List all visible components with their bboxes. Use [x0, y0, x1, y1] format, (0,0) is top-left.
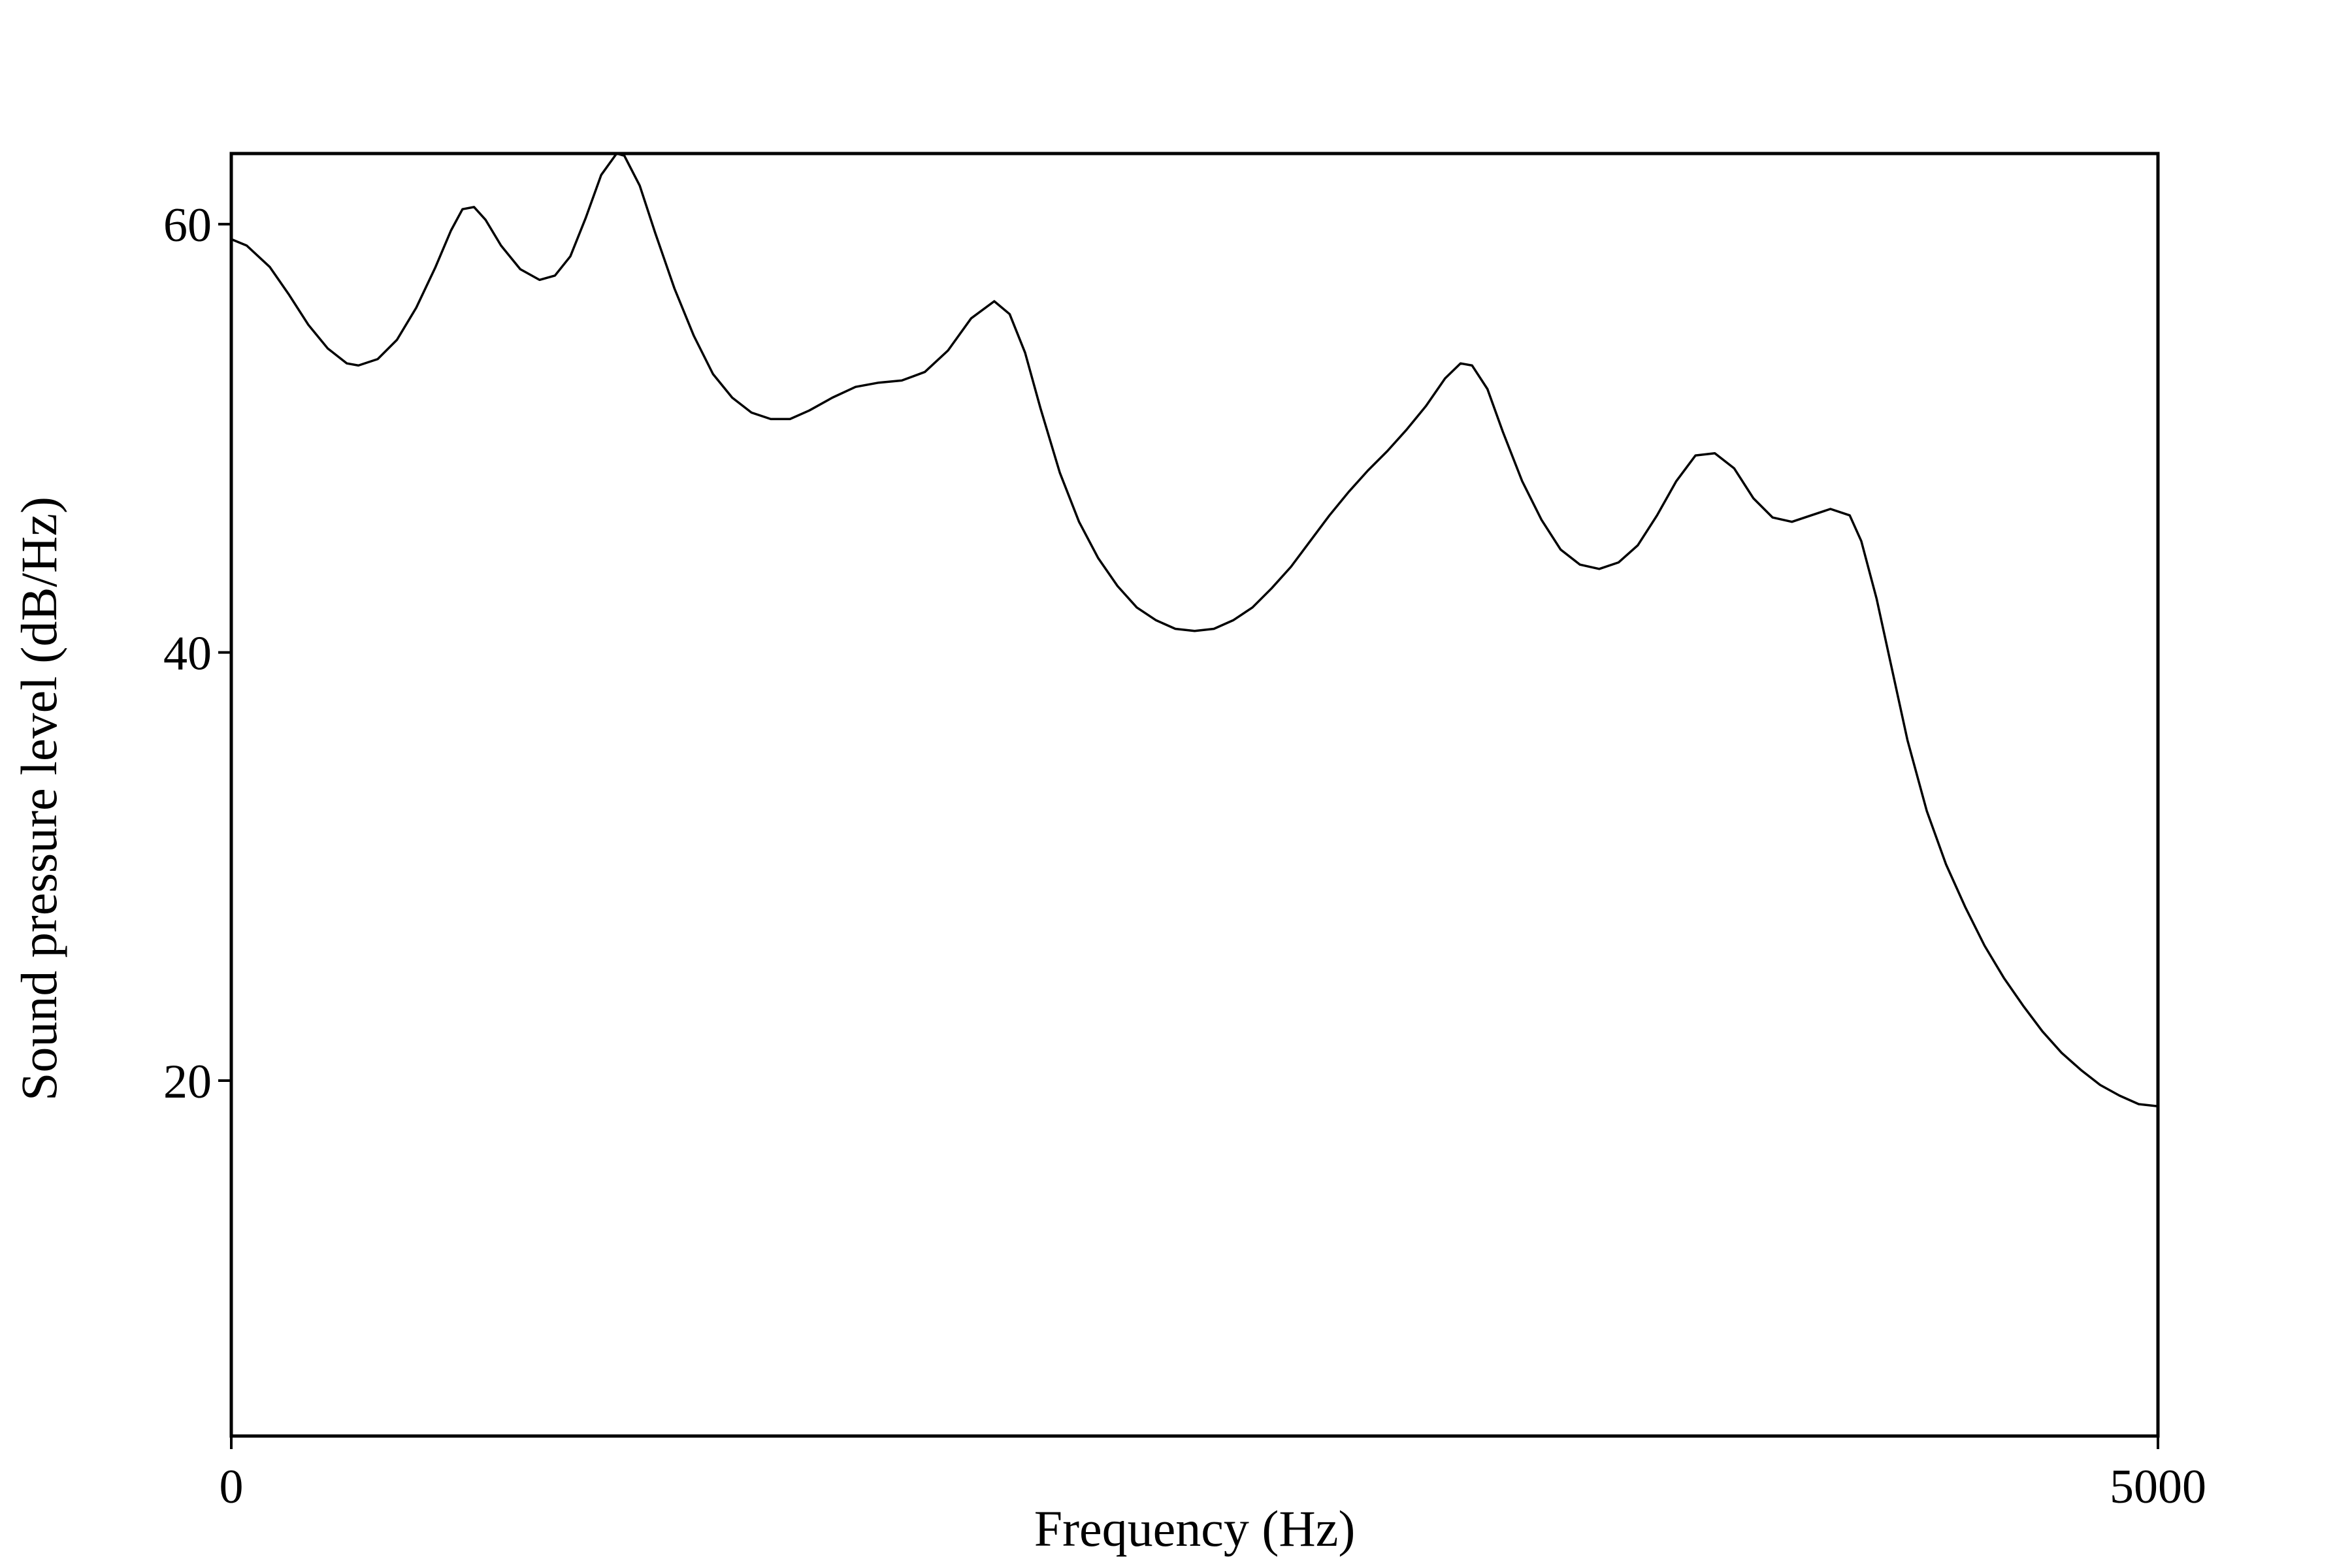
plot-frame: [229, 152, 2160, 1438]
y-tick-label: 40: [163, 627, 212, 681]
ticks-layer: 20 40 60 0 5000: [163, 199, 2206, 1514]
x-tick-label: 5000: [2110, 1460, 2206, 1514]
y-tick-label: 20: [163, 1055, 212, 1109]
x-tick-label: 0: [220, 1460, 244, 1514]
spectrum-line: [230, 152, 2159, 1108]
y-tick-label: 60: [163, 199, 212, 252]
y-axis-label: Sound pressure level (dB/Hz): [10, 497, 67, 1101]
x-axis-label: Frequency (Hz): [1034, 1500, 1356, 1557]
